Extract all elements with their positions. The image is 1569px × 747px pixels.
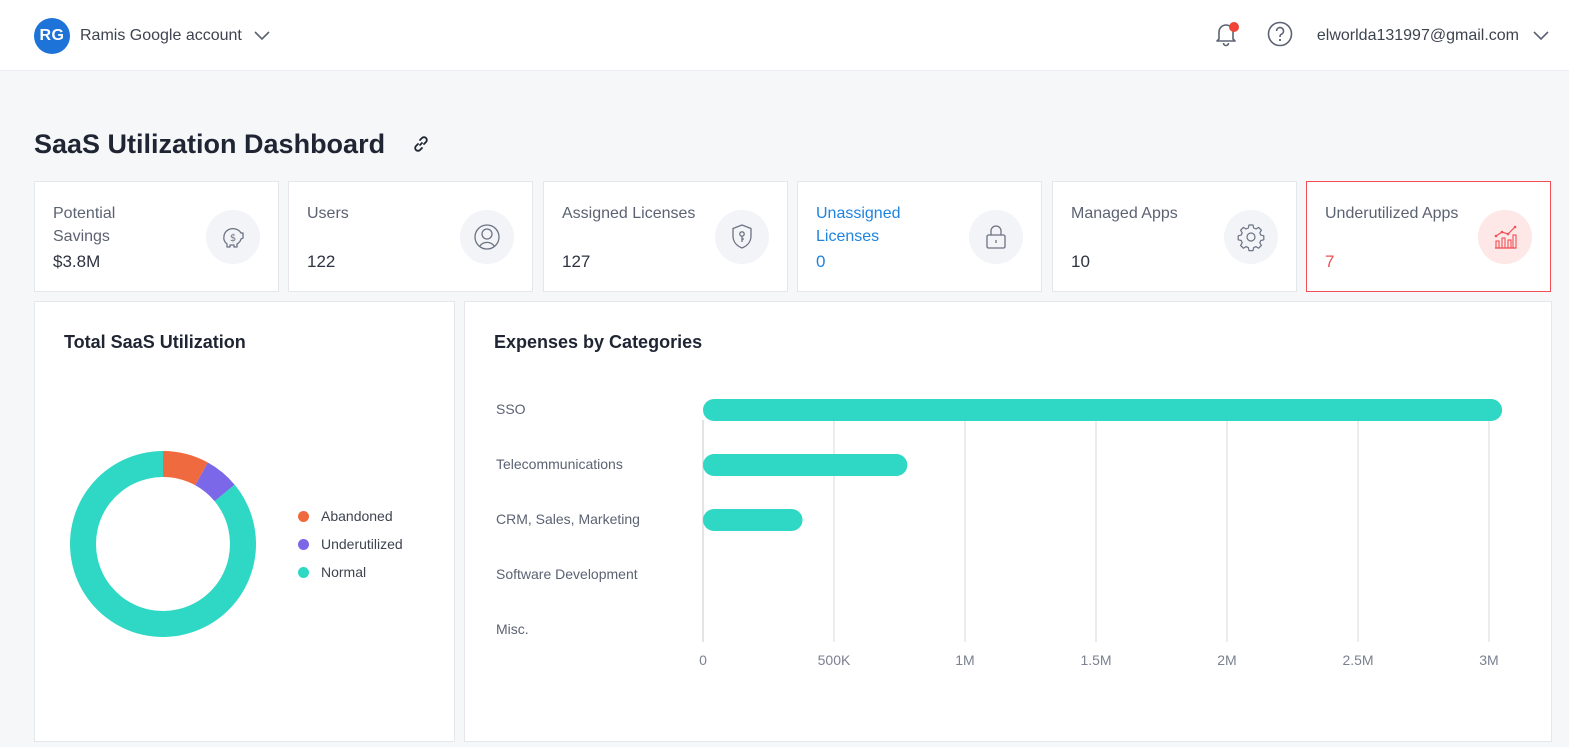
legend-swatch [298,538,309,550]
avatar: RG [34,18,70,54]
gear-icon [1224,210,1278,264]
piggy-bank-icon: $ [206,210,260,264]
donut-slice-abandoned[interactable] [163,451,208,486]
panel-title: Expenses by Categories [494,332,703,352]
kpi-value: 0 [816,252,826,271]
category-label: CRM, Sales, Marketing [496,511,640,527]
account-name: Ramis Google account [80,27,242,44]
x-tick-label: 1.5M [1080,652,1112,668]
utilization-panel: Total SaaS Utilization Abandoned Underut… [34,301,455,742]
kpi-label: Unassigned Licenses [816,205,901,245]
kpi-users[interactable]: Users 122 [288,181,533,292]
kpi-label: Underutilized Apps [1325,205,1459,222]
expenses-bar-chart [702,399,1503,642]
x-tick-label: 2.5M [1342,652,1374,668]
legend-label: Normal [321,564,367,580]
legend-item-normal[interactable]: Normal [298,558,403,586]
bar[interactable] [703,509,803,531]
user-email[interactable]: elworlda131997@gmail.com [1316,27,1519,44]
kpi-value: 10 [1071,252,1090,271]
legend-swatch [298,566,309,578]
legend-label: Abandoned [321,508,393,524]
x-tick-label: 2M [1217,652,1237,668]
category-label: Software Development [496,566,638,582]
page-title: SaaS Utilization Dashboard [34,128,386,159]
utilization-donut-chart [70,451,256,637]
shield-key-icon [715,210,769,264]
kpi-label: Assigned Licenses [562,205,696,222]
category-label: SSO [496,401,526,417]
kpi-label: Users [307,205,349,222]
kpi-unassigned-licenses[interactable]: Unassigned Licenses 0 [797,181,1042,292]
chevron-down-icon [254,31,270,41]
help-button[interactable] [1265,21,1295,51]
notifications-button[interactable] [1211,21,1241,51]
kpi-value: 127 [562,252,591,271]
trend-chart-icon [1478,210,1532,264]
svg-text:$: $ [230,233,236,244]
x-tick-label: 1M [955,652,975,668]
category-label: Misc. [496,621,529,637]
legend-item-underutilized[interactable]: Underutilized [298,530,403,558]
user-icon [460,210,514,264]
top-bar: RG Ramis Google account elworlda131997@g… [0,0,1569,71]
lock-icon [969,210,1023,264]
x-tick-label: 0 [699,652,707,668]
kpi-value: $3.8M [53,252,101,271]
chevron-down-icon[interactable] [1533,31,1549,41]
kpi-label: Managed Apps [1071,205,1178,222]
help-icon [1267,21,1293,52]
account-switcher[interactable]: RG Ramis Google account [34,18,270,54]
category-label: Telecommunications [496,456,623,472]
kpi-label: Potential Savings [53,205,116,245]
legend-item-abandoned[interactable]: Abandoned [298,502,403,530]
kpi-value: 7 [1325,252,1335,271]
kpi-underutilized-apps[interactable]: Underutilized Apps 7 [1306,181,1551,292]
panel-title: Total SaaS Utilization [64,332,246,352]
expenses-panel: Expenses by Categories 0 500K 1M 1.5M 2M 2.5M… [464,301,1552,742]
link-icon[interactable] [411,134,431,154]
kpi-value: 122 [307,252,336,271]
x-tick-label: 3M [1479,652,1499,668]
donut-slice-underutilized[interactable] [195,462,235,502]
x-tick-label: 500K [817,652,851,668]
kpi-managed-apps[interactable]: Managed Apps 10 [1052,181,1297,292]
notification-badge [1228,22,1239,32]
kpi-potential-savings[interactable]: Potential Savings $3.8M $ [34,181,279,292]
legend-label: Underutilized [321,536,403,552]
bar[interactable] [703,399,1503,421]
page-title-row: SaaS Utilization Dashboard [34,126,431,162]
legend-swatch [298,510,309,522]
kpi-assigned-licenses[interactable]: Assigned Licenses 127 [543,181,788,292]
bar[interactable] [703,454,908,476]
donut-legend: Abandoned Underutilized Normal [298,502,403,586]
